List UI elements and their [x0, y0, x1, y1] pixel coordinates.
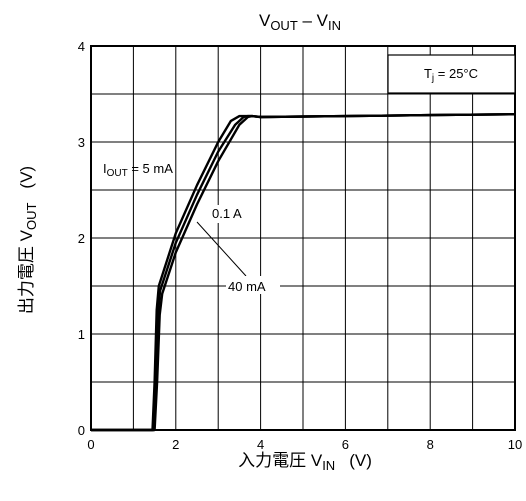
- y-axis-label: 出力電圧 VOUT(V): [17, 166, 39, 314]
- x-tick-label: 10: [508, 437, 522, 452]
- series-label-5ma: IOUT = 5 mA: [103, 161, 173, 179]
- y-tick-label: 4: [78, 39, 85, 54]
- series-label-0-1a-bg: [208, 205, 248, 223]
- series-group: [91, 113, 516, 432]
- y-tick-label: 0: [78, 423, 85, 438]
- x-tick-label: 6: [342, 437, 349, 452]
- y-tick-labels: 0 1 2 3 4: [78, 39, 85, 438]
- x-axis-label: 入力電圧 VIN (V): [238, 451, 372, 473]
- y-tick-label: 1: [78, 327, 85, 342]
- grid: [91, 46, 515, 430]
- plot-frame: [90, 45, 516, 431]
- leader-line-40ma: [196, 221, 247, 277]
- x-tick-label: 8: [427, 437, 434, 452]
- condition-label: Tj = 25°C: [424, 66, 478, 84]
- y-tick-label: 3: [78, 135, 85, 150]
- x-tick-labels: 0 2 4 6 8 10: [87, 437, 522, 452]
- series-line-0-1a: [91, 113, 516, 432]
- series-label-0-1a: 0.1 A: [212, 206, 242, 221]
- x-tick-label: 0: [87, 437, 94, 452]
- series-label-40ma: 40 mA: [228, 279, 266, 294]
- annotation-40ma: 40 mA: [196, 221, 296, 294]
- condition-box: [387, 54, 516, 94]
- x-tick-label: 2: [172, 437, 179, 452]
- x-tick-label: 4: [257, 437, 264, 452]
- series-label-40ma-bg: [226, 276, 280, 294]
- annotation-0-1a: 0.1 A: [208, 205, 248, 223]
- annotation-5ma: IOUT = 5 mA: [103, 161, 173, 179]
- y-tick-label: 2: [78, 231, 85, 246]
- chart-title: VOUT – VIN: [259, 11, 341, 33]
